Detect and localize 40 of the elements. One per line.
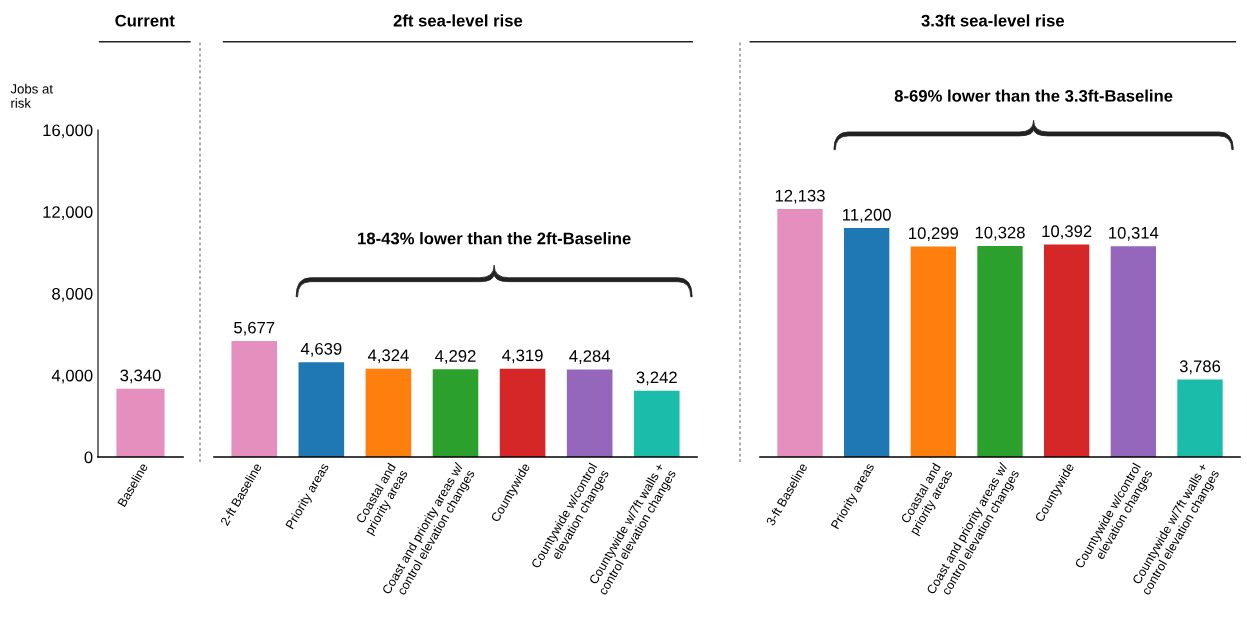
data-label: 4,284 [569,350,611,364]
data-label: 4,292 [435,350,476,364]
annotation: 18-43% lower than the 2ft-Baseline [358,232,631,245]
bar [499,368,546,457]
chart-title: 3.3ft sea-level rise [921,14,1065,27]
bar [298,362,345,457]
data-label: 3,340 [120,369,161,384]
bar [365,368,412,457]
y-tick-label: 16,000 [43,124,93,139]
bar [231,340,278,457]
y-tick-label: 4,000 [51,369,93,384]
chart-title: 2ft sea-level rise [393,14,523,27]
y-axis-title: Jobs at risk [10,83,53,108]
bar [633,390,680,457]
y-tick-label: 12,000 [43,206,93,220]
data-label: 3,786 [1179,360,1221,375]
data-label: 3,242 [636,371,677,386]
bar [566,369,613,457]
bar [1044,244,1090,457]
data-label: 10,299 [909,227,959,242]
data-label: 11,200 [843,208,891,223]
data-label: 10,328 [975,226,1025,241]
text: 8-69% lower than the 3.3ft-Baseline [894,89,1173,102]
data-label: 10,314 [1109,226,1159,241]
bar [777,209,823,457]
y-tick-label: 8,000 [52,287,93,302]
data-label: 10,392 [1042,225,1092,240]
data-label: 12,133 [775,189,825,204]
bar [910,246,956,457]
data-label: 5,677 [234,321,275,336]
bar [844,228,890,457]
bar [1177,379,1223,457]
bar [1110,246,1156,457]
bar [977,245,1023,457]
y-tick-label: 0 [84,451,93,464]
data-label: 4,319 [502,349,543,364]
bar [432,369,479,457]
chart-title: Current [115,14,175,27]
data-label: 4,324 [367,349,409,364]
data-label: 4,639 [300,342,342,357]
